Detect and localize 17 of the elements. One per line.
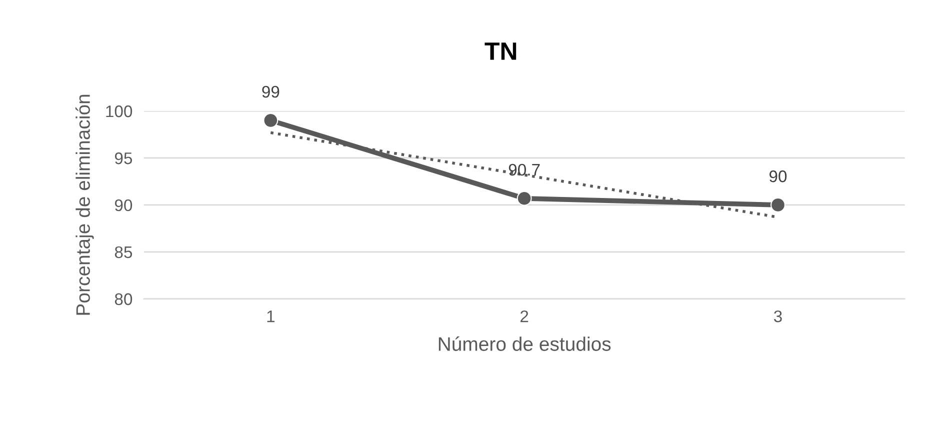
y-tick-label: 95 (114, 152, 132, 164)
y-tick-label: 85 (114, 246, 132, 258)
point (770, 197, 786, 212)
x-tick-label: 1 (267, 310, 274, 322)
y-tick-label: 100 (106, 105, 132, 118)
y-tick-label: 90 (114, 199, 132, 212)
chart-title: TN (484, 42, 516, 60)
x-axis-title: Número de estudios (438, 336, 611, 351)
x-tick-label: 3 (774, 310, 782, 322)
point (516, 190, 532, 206)
y-tick-label: 80 (114, 293, 132, 306)
data-label: 90.7 (508, 164, 540, 176)
y-axis-title: Porcentaje de eliminación (75, 94, 94, 315)
data-label: 99 (262, 86, 280, 98)
x-tick-label: 2 (520, 310, 528, 322)
data-label: 90 (769, 170, 787, 182)
point (263, 112, 278, 128)
